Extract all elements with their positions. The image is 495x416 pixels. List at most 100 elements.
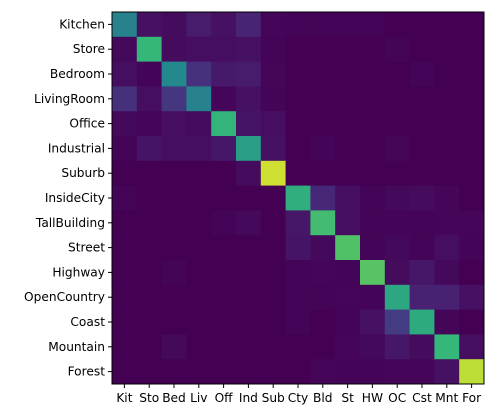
heatmap-cell-Industrial-Cst	[409, 136, 435, 162]
heatmap-cell-Street-Sto	[136, 235, 162, 261]
heatmap-cell-Kitchen-For	[459, 12, 485, 38]
heatmap-cell-InsideCity-Cty	[285, 185, 311, 211]
heatmap-cell-Bedroom-OC	[384, 61, 410, 87]
heatmap-cell-Mountain-Bld	[310, 334, 336, 360]
heatmap-cell-Store-Ind	[236, 36, 262, 62]
heatmap-cell-Industrial-Liv	[186, 136, 212, 162]
heatmap-cell-Industrial-Off	[211, 136, 237, 162]
heatmap-cell-TallBuilding-Sub	[260, 210, 286, 236]
heatmap-cell-InsideCity-Sub	[260, 185, 286, 211]
heatmap-cell-Coast-Sub	[260, 309, 286, 335]
heatmap-cell-Highway-Kit	[112, 260, 138, 286]
heatmap-cell-Industrial-HW	[360, 136, 386, 162]
heatmap-cell-InsideCity-Ind	[236, 185, 262, 211]
heatmap-cell-Suburb-HW	[360, 160, 386, 186]
y-tick-label: OpenCountry	[24, 290, 105, 304]
heatmap-cell-InsideCity-Sto	[136, 185, 162, 211]
heatmap-cell-Coast-OC	[384, 309, 410, 335]
heatmap-cell-Street-Mnt	[434, 235, 460, 261]
heatmap-cell-Office-Off	[211, 111, 237, 137]
heatmap-cell-Coast-Cst	[409, 309, 435, 335]
heatmap-cell-TallBuilding-Bed	[161, 210, 187, 236]
heatmap-cell-Store-Off	[211, 36, 237, 62]
heatmap-cell-Store-Cst	[409, 36, 435, 62]
heatmap-cell-Store-HW	[360, 36, 386, 62]
heatmap-cell-Forest-OC	[384, 359, 410, 385]
x-tick-label: St	[341, 391, 354, 405]
x-axis: Kit Sto Bed Liv Off Ind Sub Cty Bld St HW OC Cst Mnt F…	[116, 384, 482, 405]
x-tick-label: Sub	[262, 391, 285, 405]
heatmap-cell-Highway-Cty	[285, 260, 311, 286]
heatmap-cell-Highway-Sub	[260, 260, 286, 286]
heatmap-cell-Bedroom-Sto	[136, 61, 162, 87]
heatmap-cell-Bedroom-Kit	[112, 61, 138, 87]
heatmap-cell-Forest-Bed	[161, 359, 187, 385]
heatmap-cell-Highway-For	[459, 260, 485, 286]
heatmap-cell-Kitchen-Cty	[285, 12, 311, 38]
heatmap-cell-Suburb-Bld	[310, 160, 336, 186]
heatmap-cell-InsideCity-Bld	[310, 185, 336, 211]
heatmap-cell-TallBuilding-Cst	[409, 210, 435, 236]
heatmap-cell-TallBuilding-Sto	[136, 210, 162, 236]
heatmap-cell-OpenCountry-Sub	[260, 284, 286, 310]
heatmap-cell-Mountain-Ind	[236, 334, 262, 360]
heatmap-cell-Street-Liv	[186, 235, 212, 261]
heatmap-cell-TallBuilding-Kit	[112, 210, 138, 236]
heatmap-cell-LivingRoom-Cst	[409, 86, 435, 112]
heatmap-cell-TallBuilding-St	[335, 210, 361, 236]
y-tick-label: Industrial	[48, 141, 105, 155]
y-tick-label: LivingRoom	[34, 92, 105, 106]
heatmap-cell-Store-Liv	[186, 36, 212, 62]
heatmap-cell-Street-Off	[211, 235, 237, 261]
y-tick-label: InsideCity	[45, 191, 105, 205]
heatmap-cell-Kitchen-Mnt	[434, 12, 460, 38]
heatmap-cell-Kitchen-Sto	[136, 12, 162, 38]
heatmap-cell-InsideCity-HW	[360, 185, 386, 211]
heatmap-cell-OpenCountry-Liv	[186, 284, 212, 310]
heatmap-cell-Store-Bed	[161, 36, 187, 62]
x-tick-label: For	[462, 391, 482, 405]
heatmap-cell-Mountain-Sto	[136, 334, 162, 360]
heatmap-cell-Bedroom-Ind	[236, 61, 262, 87]
heatmap-cell-Street-Kit	[112, 235, 138, 261]
heatmap-cell-Forest-Cty	[285, 359, 311, 385]
x-tick-label: HW	[362, 391, 383, 405]
heatmap-cell-Office-Sub	[260, 111, 286, 137]
heatmap-cell-Mountain-OC	[384, 334, 410, 360]
heatmap-cell-Street-St	[335, 235, 361, 261]
heatmap-cell-Bedroom-St	[335, 61, 361, 87]
heatmap-cell-Forest-Sub	[260, 359, 286, 385]
heatmap-cell-Coast-Bed	[161, 309, 187, 335]
heatmap-cell-Forest-For	[459, 359, 485, 385]
heatmap-cell-Mountain-Bed	[161, 334, 187, 360]
heatmap-cell-Bedroom-Off	[211, 61, 237, 87]
heatmap-cell-Industrial-Kit	[112, 136, 138, 162]
heatmap-cell-Office-Mnt	[434, 111, 460, 137]
heatmap-cell-Highway-OC	[384, 260, 410, 286]
heatmap-cell-Industrial-Mnt	[434, 136, 460, 162]
heatmap-cell-Industrial-OC	[384, 136, 410, 162]
heatmap-cell-Mountain-Cty	[285, 334, 311, 360]
heatmap-cell-Bedroom-Bld	[310, 61, 336, 87]
heatmap-cell-Suburb-Mnt	[434, 160, 460, 186]
heatmap-cell-InsideCity-Bed	[161, 185, 187, 211]
x-tick-label: Liv	[190, 391, 207, 405]
heatmap-cell-OpenCountry-Bld	[310, 284, 336, 310]
heatmap-cell-LivingRoom-Sub	[260, 86, 286, 112]
heatmap-cell-Bedroom-Mnt	[434, 61, 460, 87]
heatmap-cell-LivingRoom-Bed	[161, 86, 187, 112]
x-tick-label: Kit	[116, 391, 132, 405]
heatmap-cell-Street-Cty	[285, 235, 311, 261]
heatmap-cell-Office-Bed	[161, 111, 187, 137]
heatmap-cell-Office-Cty	[285, 111, 311, 137]
y-tick-label: Suburb	[61, 166, 105, 180]
x-tick-label: Cty	[288, 391, 309, 405]
heatmap-cell-Bedroom-HW	[360, 61, 386, 87]
heatmap-cell-Suburb-Ind	[236, 160, 262, 186]
heatmap-cell-Street-Bed	[161, 235, 187, 261]
heatmap-cell-OpenCountry-Bed	[161, 284, 187, 310]
heatmap-cell-LivingRoom-OC	[384, 86, 410, 112]
heatmap-cell-OpenCountry-Mnt	[434, 284, 460, 310]
y-tick-label: Forest	[68, 365, 106, 379]
